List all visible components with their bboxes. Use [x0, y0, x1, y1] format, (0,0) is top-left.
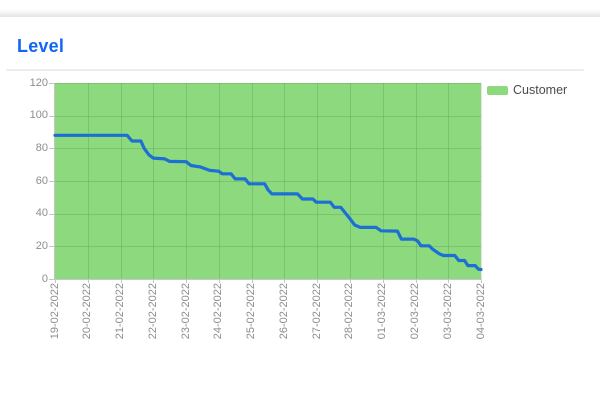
- x-tick-mark: [87, 279, 89, 283]
- y-tick-label: 20: [35, 239, 48, 252]
- gridline-vertical: [317, 83, 319, 279]
- x-tick-mark: [481, 279, 482, 283]
- x-tick-label: 22-02-2022: [146, 283, 159, 340]
- x-tick-label: 20-02-2022: [81, 283, 94, 340]
- legend-label: Customer: [513, 83, 568, 97]
- x-tick-label: 21-02-2022: [114, 283, 126, 340]
- x-tick-mark: [415, 279, 417, 283]
- y-axis-line: [54, 83, 55, 280]
- x-tick-mark: [218, 279, 220, 283]
- gridline-vertical: [481, 83, 482, 279]
- y-tick-mark: [49, 213, 55, 215]
- customer-line-series: [53, 133, 483, 272]
- x-tick-mark: [317, 279, 319, 283]
- x-tick-label: 02-03-2022: [409, 283, 421, 340]
- x-tick-label: 23-02-2022: [179, 283, 192, 340]
- y-tick-mark: [49, 181, 55, 182]
- legend-item-customer[interactable]: Customer: [487, 84, 567, 97]
- y-tick-mark: [49, 148, 55, 150]
- gridline-vertical: [153, 83, 155, 279]
- y-tick-mark: [49, 83, 55, 84]
- gridline-vertical: [382, 83, 384, 279]
- gridline-vertical: [415, 83, 417, 279]
- gridline-vertical: [349, 83, 351, 279]
- x-tick-mark: [349, 279, 351, 283]
- gridline-vertical: [448, 83, 450, 279]
- x-axis-line: [54, 279, 482, 280]
- page-title: Level: [17, 36, 65, 56]
- x-tick-label: 19-02-2022: [48, 283, 61, 340]
- gridline-vertical: [120, 83, 122, 279]
- y-tick-label: 80: [35, 141, 48, 154]
- header-shadow: [0, 10, 600, 17]
- y-tick-mark: [49, 115, 55, 117]
- y-tick-label: 60: [35, 174, 48, 187]
- x-tick-mark: [186, 279, 188, 283]
- x-tick-mark: [120, 279, 122, 283]
- plot-area[interactable]: [55, 83, 481, 279]
- gridline-vertical: [186, 83, 188, 279]
- y-tick-mark: [49, 279, 55, 280]
- gridline-horizontal: [55, 181, 481, 182]
- x-tick-mark: [382, 279, 384, 283]
- legend-swatch-customer: [487, 86, 508, 95]
- x-tick-mark: [284, 279, 286, 283]
- gridline-horizontal: [55, 148, 481, 150]
- y-tick-label: 120: [29, 76, 48, 89]
- y-tick-label: 100: [29, 109, 48, 122]
- gridline-horizontal: [55, 246, 481, 248]
- x-tick-mark: [55, 279, 56, 283]
- gridline-horizontal: [55, 83, 481, 84]
- divider: [6, 69, 584, 71]
- x-tick-label: 25-02-2022: [245, 283, 258, 340]
- y-tick-label: 0: [41, 272, 48, 285]
- gridline-vertical: [284, 83, 286, 279]
- x-tick-label: 27-02-2022: [310, 283, 323, 340]
- x-tick-label: 03-03-2022: [441, 283, 454, 340]
- gridline-vertical: [218, 83, 220, 279]
- x-tick-mark: [448, 279, 450, 283]
- x-tick-mark: [251, 279, 253, 283]
- x-tick-label: 26-02-2022: [277, 283, 290, 340]
- gridline-vertical: [87, 83, 89, 279]
- x-tick-mark: [153, 279, 155, 283]
- x-tick-label: 28-02-2022: [343, 283, 356, 340]
- y-tick-mark: [49, 246, 55, 248]
- y-tick-label: 40: [35, 207, 48, 220]
- gridline-horizontal: [55, 213, 481, 215]
- gridline-vertical: [251, 83, 253, 279]
- gridline-horizontal: [55, 115, 481, 117]
- x-tick-label: 01-03-2022: [376, 283, 389, 340]
- x-tick-label: 24-02-2022: [212, 283, 225, 340]
- x-tick-label: 04-03-2022: [474, 283, 487, 340]
